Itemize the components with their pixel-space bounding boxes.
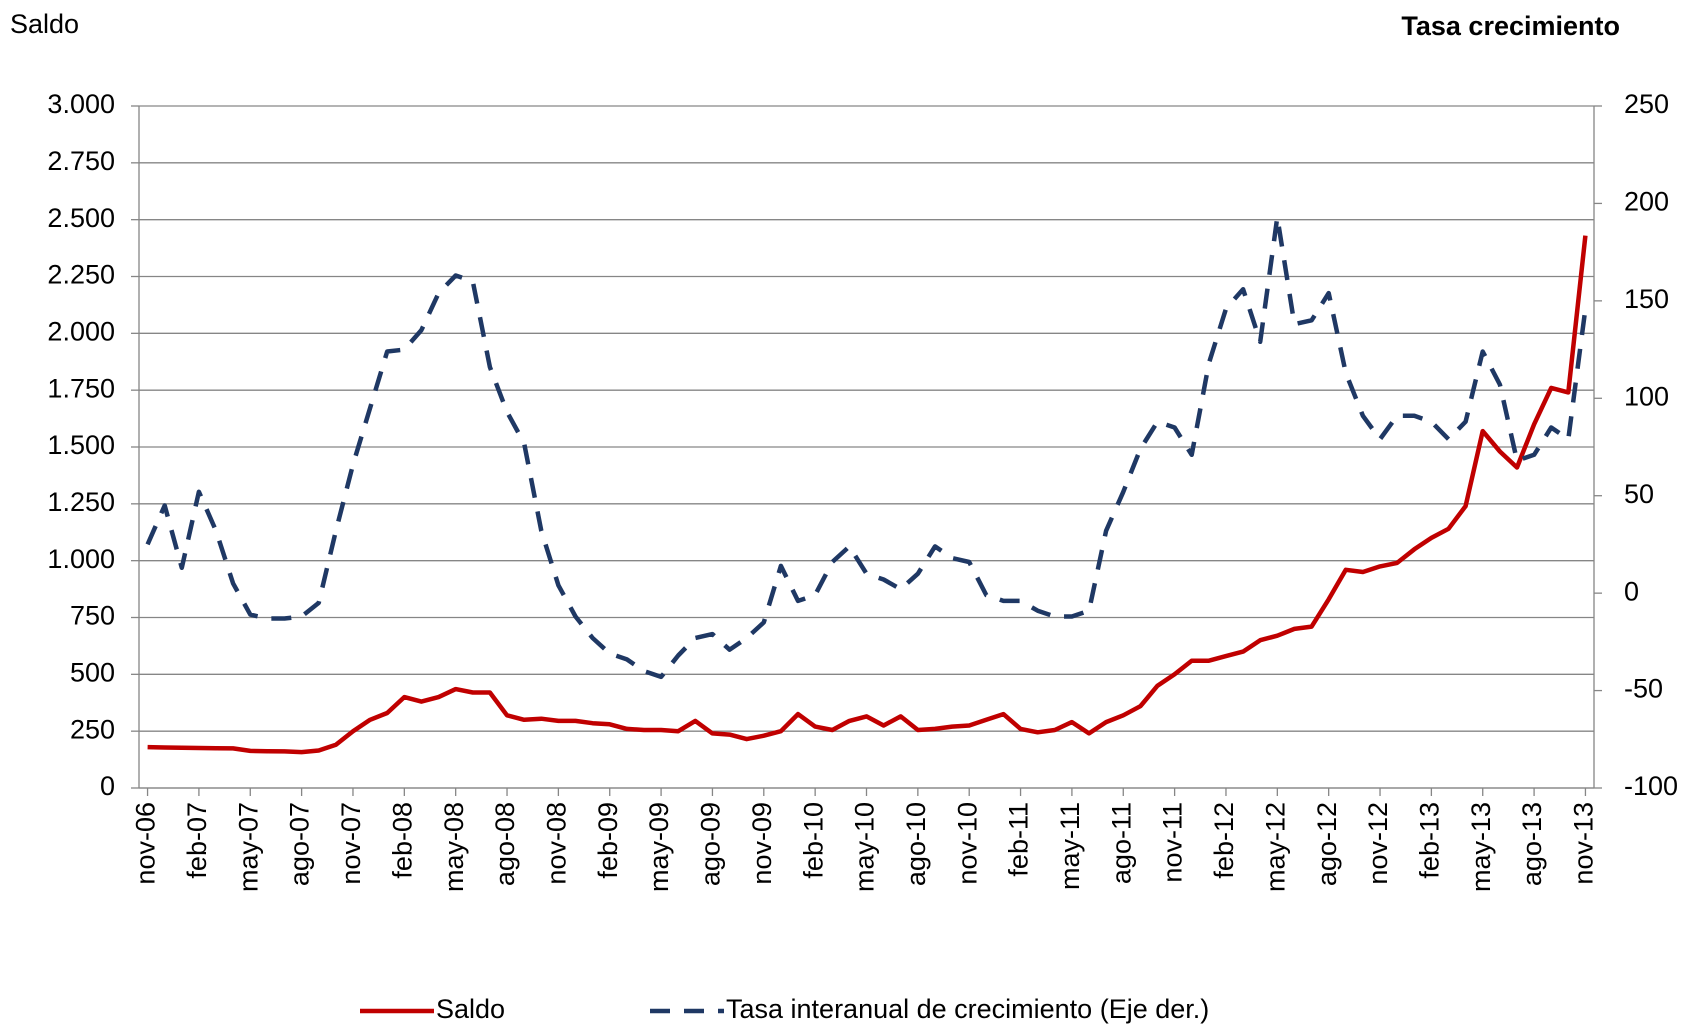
x-tick-label: may-13 bbox=[1466, 802, 1496, 892]
y-tick-label: 2.250 bbox=[47, 260, 115, 290]
x-tick-label: nov-07 bbox=[336, 802, 366, 885]
y2-tick-label: 250 bbox=[1624, 89, 1669, 119]
x-tick-label: ago-13 bbox=[1517, 802, 1547, 886]
y-tick-label: 2.500 bbox=[47, 203, 115, 233]
y-tick-label: 2.000 bbox=[47, 316, 115, 346]
series-line bbox=[145, 214, 1588, 680]
x-tick-label: feb-12 bbox=[1209, 802, 1239, 879]
y-tick-label: 1.500 bbox=[47, 430, 115, 460]
x-tick-label: feb-07 bbox=[182, 802, 212, 879]
x-tick-label: ago-07 bbox=[285, 802, 315, 886]
x-tick-label: nov-08 bbox=[542, 802, 572, 885]
y-tick-label: 1.000 bbox=[47, 544, 115, 574]
x-tick-label: may-10 bbox=[850, 802, 880, 892]
x-tick-label: nov-13 bbox=[1569, 802, 1599, 885]
y2-tick-label: 0 bbox=[1624, 576, 1639, 606]
x-tick-label: ago-11 bbox=[1106, 802, 1136, 884]
y-tick-label: 1.250 bbox=[47, 487, 115, 517]
x-tick-label: may-07 bbox=[233, 802, 263, 892]
y2-tick-label: 100 bbox=[1624, 381, 1669, 411]
y-tick-label: 500 bbox=[70, 657, 115, 687]
x-tick-label: may-12 bbox=[1260, 802, 1290, 892]
x-tick-label: nov-12 bbox=[1363, 802, 1393, 885]
y2-tick-label: 200 bbox=[1624, 187, 1669, 217]
x-tick-label: nov-10 bbox=[952, 802, 982, 885]
x-tick-label: ago-08 bbox=[490, 802, 520, 886]
y-tick-label: 1.750 bbox=[47, 373, 115, 403]
y-tick-label: 2.750 bbox=[47, 146, 115, 176]
legend-label: Tasa interanual de crecimiento (Eje der.… bbox=[726, 994, 1209, 1024]
x-tick-label: ago-09 bbox=[696, 802, 726, 886]
y2-tick-label: -100 bbox=[1624, 771, 1678, 801]
x-tick-label: may-11 bbox=[1055, 802, 1085, 890]
y2-axis-title: Tasa crecimiento bbox=[1401, 11, 1620, 41]
legend-label: Saldo bbox=[436, 994, 505, 1024]
y-axis-title: Saldo bbox=[10, 9, 79, 39]
x-tick-label: feb-10 bbox=[798, 802, 828, 879]
y-tick-label: 3.000 bbox=[47, 89, 115, 119]
x-tick-label: ago-12 bbox=[1312, 802, 1342, 886]
x-tick-label: may-09 bbox=[644, 802, 674, 892]
x-tick-label: feb-08 bbox=[387, 802, 417, 879]
x-tick-label: may-08 bbox=[439, 802, 469, 892]
x-tick-label: nov-06 bbox=[131, 802, 161, 885]
x-tick-label: nov-11 bbox=[1158, 802, 1188, 883]
x-tick-label: feb-13 bbox=[1415, 802, 1445, 879]
x-tick-label: ago-10 bbox=[901, 802, 931, 886]
y2-tick-label: 150 bbox=[1624, 284, 1669, 314]
y-tick-label: 250 bbox=[70, 714, 115, 744]
y2-tick-label: -50 bbox=[1624, 674, 1663, 704]
y2-tick-label: 50 bbox=[1624, 479, 1654, 509]
series-line bbox=[147, 235, 1588, 755]
x-tick-label: feb-11 bbox=[1004, 802, 1034, 877]
y-tick-label: 750 bbox=[70, 601, 115, 631]
y-tick-label: 0 bbox=[100, 771, 115, 801]
x-tick-label: feb-09 bbox=[593, 802, 623, 879]
x-tick-label: nov-09 bbox=[747, 802, 777, 885]
